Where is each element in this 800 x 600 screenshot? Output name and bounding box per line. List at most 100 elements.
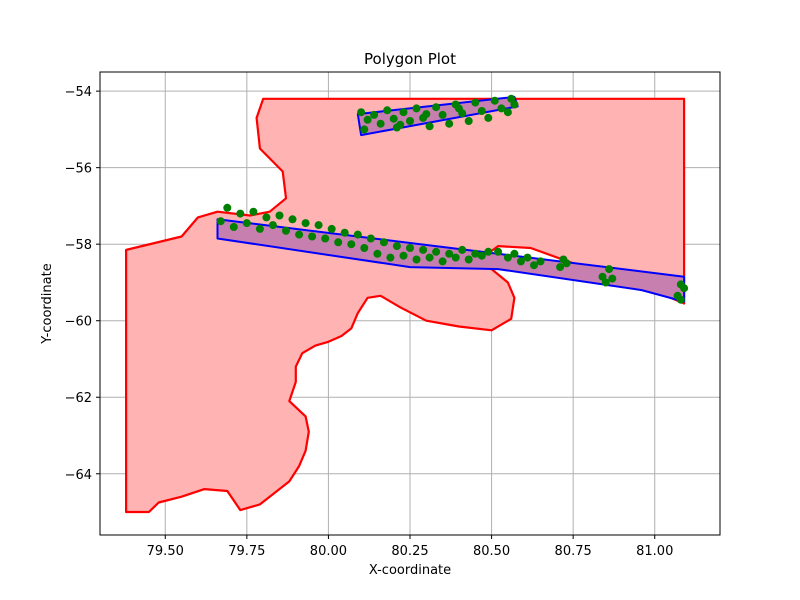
data-point [406,117,414,125]
data-point [373,249,382,258]
data-point [451,253,460,262]
data-point [406,244,414,252]
data-point [458,245,467,254]
data-point [605,265,614,274]
data-point [392,242,401,251]
data-point [471,98,480,107]
data-point [334,238,343,247]
data-point [494,247,503,256]
y-tick-label: −58 [65,238,92,253]
data-point [503,253,512,262]
data-point [223,203,232,212]
data-point [536,257,545,266]
data-point [386,253,395,262]
x-tick-label: 79.50 [147,544,184,559]
x-tick-label: 81.00 [636,544,673,559]
data-point [363,115,372,124]
x-axis-label: X-coordinate [369,563,451,578]
data-point [680,284,689,293]
data-point [229,223,238,231]
data-point [598,272,607,281]
data-point [262,213,271,222]
data-point [503,108,512,117]
x-tick-label: 79.75 [228,544,265,559]
data-point [249,207,258,216]
data-point [376,119,385,128]
data-point [242,219,251,228]
y-tick-label: −54 [65,85,92,100]
data-point [353,230,362,239]
x-tick-label: 80.25 [391,544,428,559]
y-axis-label: Y-coordinate [40,263,55,344]
data-point [445,119,454,128]
data-point [445,249,454,258]
data-point [389,114,398,123]
data-point [523,253,532,262]
data-point [438,110,447,119]
chart-title: Polygon Plot [364,50,456,68]
data-point [510,249,519,258]
data-point [340,228,349,237]
data-point [321,234,330,243]
data-point [471,249,480,258]
data-point [288,215,297,224]
data-point [438,257,447,266]
y-axis-ticks: −64 −62 −60 −58 −56 −54 [65,85,100,483]
data-point [370,110,379,119]
data-point [510,100,519,109]
x-tick-label: 80.50 [473,544,510,559]
data-point [268,221,277,230]
data-point [366,234,375,243]
data-point [556,263,565,272]
data-point [516,257,525,266]
data-point [432,247,441,256]
data-point [464,117,473,125]
data-point [216,217,225,226]
data-point [432,103,441,112]
data-point [308,232,317,241]
data-point [357,108,366,117]
data-point [484,113,493,122]
data-point [396,120,405,129]
data-point [425,122,434,131]
data-point [399,108,408,117]
data-point [360,244,369,252]
data-point [383,106,392,115]
data-point [412,255,421,264]
data-point [422,110,431,119]
points-layer [216,94,689,304]
y-tick-label: −60 [65,315,92,330]
data-point [399,251,408,260]
y-tick-label: −64 [65,468,92,483]
y-tick-label: −62 [65,391,92,406]
data-point [676,295,685,304]
data-point [236,209,245,218]
data-point [360,125,369,134]
data-point [608,274,617,283]
data-point [425,253,434,262]
data-point [412,104,421,113]
data-point [379,238,388,247]
x-axis-ticks: 79.50 79.75 80.00 80.25 80.50 80.75 81.00 [147,535,673,559]
data-point [477,251,486,260]
data-point [601,278,610,287]
data-point [490,96,499,105]
data-point [454,104,463,113]
data-point [347,240,356,249]
inner-polygon [216,218,686,303]
data-point [497,104,506,113]
data-point [484,247,493,256]
y-tick-label: −56 [65,162,92,177]
data-point [295,230,304,239]
x-tick-label: 80.00 [310,544,347,559]
data-point [562,259,571,268]
x-tick-label: 80.75 [555,544,592,559]
data-point [275,211,284,220]
data-point [477,107,486,115]
data-point [419,245,428,254]
data-point [314,221,323,230]
data-point [327,224,336,233]
data-point [255,224,264,233]
data-point [464,255,473,264]
